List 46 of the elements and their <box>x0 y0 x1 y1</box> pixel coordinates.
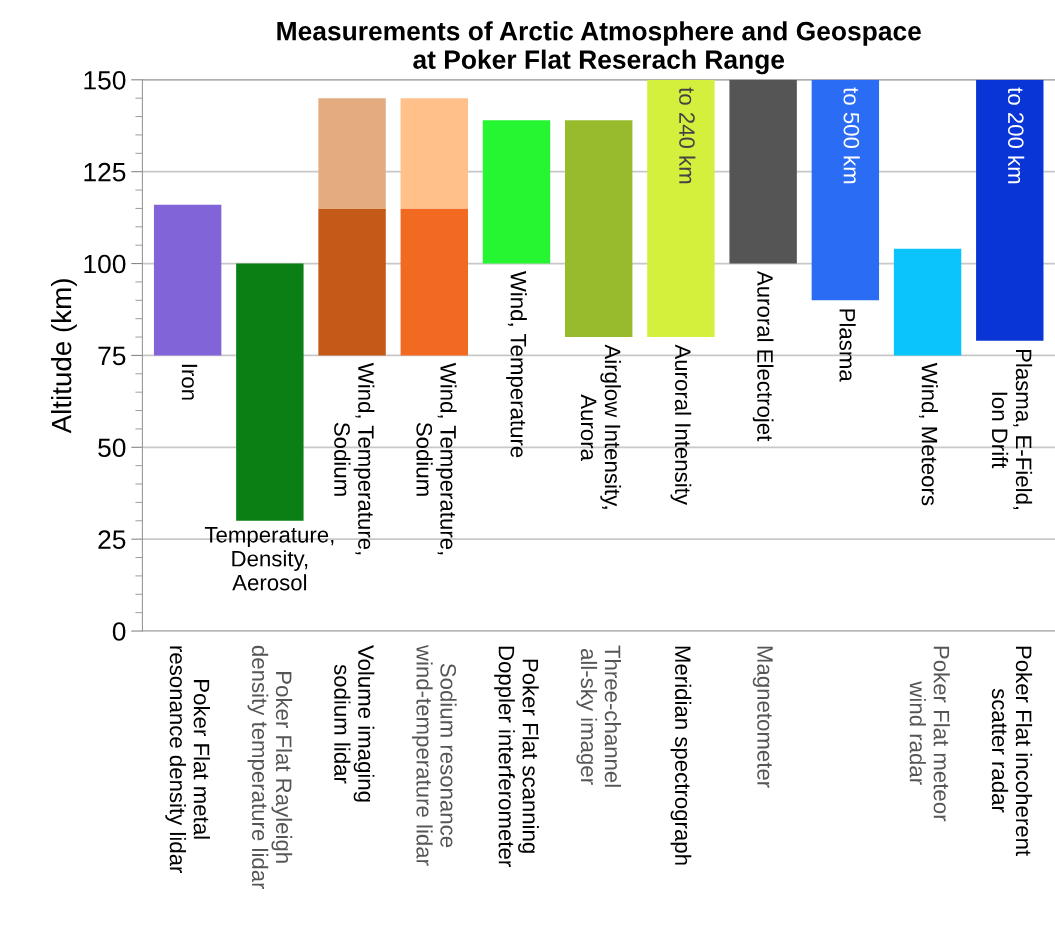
x-tick-label: Sodium resonance wind-temperature lidar <box>411 644 457 866</box>
bar <box>318 98 386 209</box>
bar <box>811 79 880 301</box>
y-tick-label: 150 <box>84 70 126 90</box>
x-tick-label: Poker Flat scanning Doppler interferometer <box>494 646 539 867</box>
annotation: Auroral Electrojet <box>752 270 774 442</box>
annotation: Auroral Intensity <box>670 344 692 505</box>
annotation: Wind, Temperature, Sodium <box>416 362 457 555</box>
bar <box>153 204 222 356</box>
x-tick-label: Poker Flat incoherent scatter radar <box>991 646 1033 856</box>
x-tick-label: Magnetometer <box>752 646 773 788</box>
bar <box>482 120 551 264</box>
bar <box>400 98 468 209</box>
bar <box>236 263 304 521</box>
chart-title: Measurements of Arctic Atmosphere and Geospace at Poker Flat Reserach Range <box>277 21 921 75</box>
annotation: Wind, Temperature <box>506 271 527 458</box>
annotation: Plasma <box>839 309 856 382</box>
y-tick-label: 125 <box>84 162 126 182</box>
bar <box>565 120 633 338</box>
bar <box>647 79 715 338</box>
annotation: Wind, Meteors <box>918 362 938 506</box>
x-tick-label: Volume imaging sodium lidar <box>334 645 375 802</box>
annotation: Temperature, Density, Aerosol <box>204 527 334 591</box>
bar <box>729 79 797 264</box>
y-axis-title: Altitude (km) <box>50 279 77 434</box>
bar <box>318 208 386 356</box>
y-tick-label: 75 <box>98 346 126 366</box>
x-tick-label: Three-channel all-sky imager <box>576 645 622 787</box>
x-tick-label: Poker Flat meteor wind radar <box>909 646 950 822</box>
annotation: Airglow Intensity, Aurora <box>580 344 622 509</box>
data-label: to 200 km <box>1007 87 1025 184</box>
y-tick-label: 25 <box>98 530 126 549</box>
annotation: Iron <box>181 364 198 400</box>
y-tick-label: 50 <box>98 438 126 458</box>
data-label: to 240 km <box>679 87 696 184</box>
bar <box>893 248 962 356</box>
y-tick-label: 100 <box>84 254 126 274</box>
x-tick-label: Poker Flat metal resonance density lidar <box>165 646 210 874</box>
y-tick-label: 0 <box>112 622 126 641</box>
x-tick-label: Meridian spectrograph <box>670 646 692 865</box>
bar <box>400 208 468 356</box>
data-label: to 500 km <box>843 87 860 184</box>
annotation: Wind, Temperature, Sodium <box>334 362 375 555</box>
bar <box>976 79 1044 341</box>
annotation: Plasma, E-Field, Ion Drift <box>991 349 1033 510</box>
x-tick-label: Poker Flat Rayleigh density temperature lidar <box>247 645 293 890</box>
